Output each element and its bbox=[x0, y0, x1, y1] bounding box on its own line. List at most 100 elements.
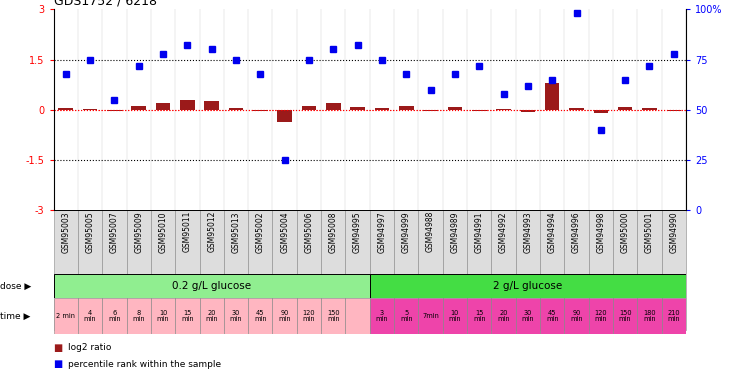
Bar bbox=[667, 110, 681, 111]
Bar bbox=[418, 298, 443, 334]
Text: 6
min: 6 min bbox=[108, 310, 121, 322]
Bar bbox=[126, 298, 151, 334]
Text: GSM95000: GSM95000 bbox=[620, 211, 629, 253]
Bar bbox=[155, 103, 170, 110]
Text: GSM95001: GSM95001 bbox=[645, 211, 654, 252]
Bar bbox=[107, 110, 122, 111]
Text: percentile rank within the sample: percentile rank within the sample bbox=[68, 360, 222, 369]
Text: 180
min: 180 min bbox=[643, 310, 655, 322]
Text: GSM95002: GSM95002 bbox=[256, 211, 265, 252]
Bar bbox=[594, 110, 608, 113]
Bar bbox=[224, 210, 248, 330]
Bar bbox=[370, 274, 686, 298]
Text: 90
min: 90 min bbox=[570, 310, 583, 322]
Bar bbox=[467, 210, 491, 330]
Text: GSM95007: GSM95007 bbox=[110, 211, 119, 253]
Bar bbox=[253, 110, 268, 111]
Text: GSM94996: GSM94996 bbox=[572, 211, 581, 253]
Text: 8
min: 8 min bbox=[132, 310, 145, 322]
Bar bbox=[248, 298, 272, 334]
Text: GSM95010: GSM95010 bbox=[158, 211, 167, 252]
Bar bbox=[301, 106, 316, 109]
Bar bbox=[661, 210, 686, 330]
Text: ■: ■ bbox=[54, 360, 62, 369]
Bar bbox=[175, 210, 199, 330]
Bar bbox=[540, 298, 565, 334]
Text: 120
min: 120 min bbox=[594, 310, 607, 322]
Bar bbox=[54, 210, 78, 330]
Bar bbox=[228, 108, 243, 109]
Text: 20
min: 20 min bbox=[497, 310, 510, 322]
Text: GSM94989: GSM94989 bbox=[450, 211, 459, 252]
Text: 15
min: 15 min bbox=[473, 310, 486, 322]
Bar bbox=[78, 298, 102, 334]
Bar bbox=[248, 210, 272, 330]
Bar bbox=[516, 210, 540, 330]
Bar bbox=[102, 210, 126, 330]
Bar bbox=[151, 298, 175, 334]
Bar bbox=[350, 107, 365, 109]
Bar bbox=[589, 210, 613, 330]
Text: GSM94995: GSM94995 bbox=[353, 211, 362, 253]
Bar bbox=[399, 106, 414, 109]
Bar bbox=[272, 298, 297, 334]
Bar bbox=[297, 298, 321, 334]
Bar bbox=[394, 298, 418, 334]
Text: 30
min: 30 min bbox=[230, 310, 243, 322]
Text: 20
min: 20 min bbox=[205, 310, 218, 322]
Bar bbox=[565, 210, 589, 330]
Bar bbox=[297, 210, 321, 330]
Text: GSM95012: GSM95012 bbox=[207, 211, 217, 252]
Text: time ▶: time ▶ bbox=[0, 311, 31, 320]
Text: 150
min: 150 min bbox=[619, 310, 632, 322]
Bar bbox=[448, 107, 462, 109]
Bar bbox=[370, 298, 394, 334]
Bar bbox=[613, 210, 638, 330]
Text: GSM94992: GSM94992 bbox=[499, 211, 508, 252]
Bar bbox=[472, 110, 487, 111]
Bar bbox=[345, 298, 370, 334]
Bar bbox=[54, 298, 78, 334]
Bar bbox=[661, 298, 686, 334]
Text: GSM95009: GSM95009 bbox=[134, 211, 143, 253]
Text: GSM94997: GSM94997 bbox=[377, 211, 386, 253]
Bar bbox=[394, 210, 418, 330]
Text: GSM94993: GSM94993 bbox=[523, 211, 533, 253]
Bar bbox=[613, 298, 638, 334]
Bar bbox=[642, 108, 657, 109]
Text: GSM94988: GSM94988 bbox=[426, 211, 435, 252]
Text: GSM95005: GSM95005 bbox=[86, 211, 94, 253]
Text: 0.2 g/L glucose: 0.2 g/L glucose bbox=[172, 281, 251, 291]
Bar bbox=[638, 210, 661, 330]
Text: 45
min: 45 min bbox=[546, 310, 559, 322]
Bar bbox=[491, 298, 516, 334]
Bar bbox=[491, 210, 516, 330]
Bar bbox=[321, 210, 345, 330]
Bar bbox=[321, 298, 345, 334]
Text: GSM95006: GSM95006 bbox=[304, 211, 313, 253]
Bar bbox=[126, 210, 151, 330]
Text: GSM95011: GSM95011 bbox=[183, 211, 192, 252]
Bar bbox=[102, 298, 126, 334]
Bar bbox=[59, 108, 73, 109]
Text: 2 g/L glucose: 2 g/L glucose bbox=[493, 281, 562, 291]
Text: 10
min: 10 min bbox=[449, 310, 461, 322]
Text: log2 ratio: log2 ratio bbox=[68, 343, 112, 352]
Text: ■: ■ bbox=[54, 343, 62, 352]
Bar bbox=[175, 298, 199, 334]
Bar bbox=[516, 298, 540, 334]
Bar bbox=[565, 298, 589, 334]
Bar bbox=[78, 210, 102, 330]
Text: GSM95008: GSM95008 bbox=[329, 211, 338, 252]
Text: 90
min: 90 min bbox=[278, 310, 291, 322]
Text: GSM94999: GSM94999 bbox=[402, 211, 411, 253]
Text: GSM95013: GSM95013 bbox=[231, 211, 240, 252]
Bar bbox=[224, 298, 248, 334]
Text: 15
min: 15 min bbox=[181, 310, 193, 322]
Bar bbox=[54, 274, 370, 298]
Bar bbox=[370, 210, 394, 330]
Bar bbox=[540, 210, 565, 330]
Text: 4
min: 4 min bbox=[84, 310, 97, 322]
Bar bbox=[443, 298, 467, 334]
Bar bbox=[467, 298, 491, 334]
